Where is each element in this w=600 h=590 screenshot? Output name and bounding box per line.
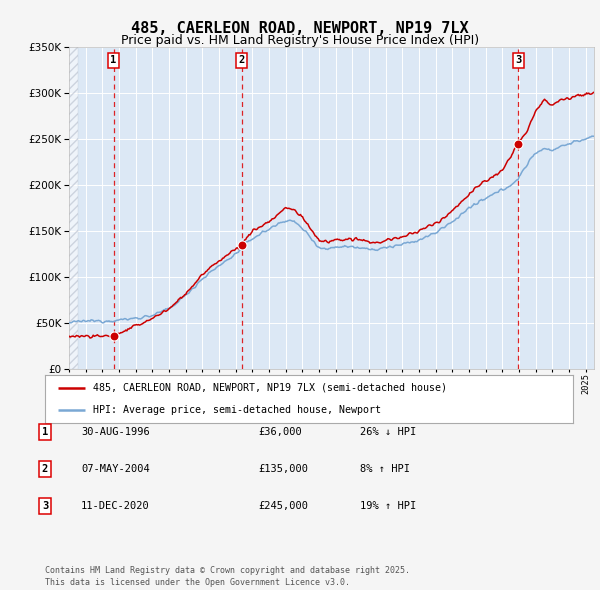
- Text: £135,000: £135,000: [258, 464, 308, 474]
- Text: 2: 2: [42, 464, 48, 474]
- Text: Price paid vs. HM Land Registry's House Price Index (HPI): Price paid vs. HM Land Registry's House …: [121, 34, 479, 47]
- Text: 3: 3: [42, 502, 48, 511]
- Text: 19% ↑ HPI: 19% ↑ HPI: [360, 502, 416, 511]
- Text: 07-MAY-2004: 07-MAY-2004: [81, 464, 150, 474]
- Text: HPI: Average price, semi-detached house, Newport: HPI: Average price, semi-detached house,…: [92, 405, 380, 415]
- Bar: [69, 47, 78, 369]
- Text: 1: 1: [42, 427, 48, 437]
- Text: 485, CAERLEON ROAD, NEWPORT, NP19 7LX: 485, CAERLEON ROAD, NEWPORT, NP19 7LX: [131, 21, 469, 35]
- Text: £36,000: £36,000: [258, 427, 302, 437]
- Text: 1: 1: [110, 55, 116, 65]
- Text: 485, CAERLEON ROAD, NEWPORT, NP19 7LX (semi-detached house): 485, CAERLEON ROAD, NEWPORT, NP19 7LX (s…: [92, 383, 446, 393]
- Text: 3: 3: [515, 55, 521, 65]
- Text: 8% ↑ HPI: 8% ↑ HPI: [360, 464, 410, 474]
- Text: 2: 2: [238, 55, 245, 65]
- Text: 26% ↓ HPI: 26% ↓ HPI: [360, 427, 416, 437]
- Text: 11-DEC-2020: 11-DEC-2020: [81, 502, 150, 511]
- Text: Contains HM Land Registry data © Crown copyright and database right 2025.
This d: Contains HM Land Registry data © Crown c…: [45, 566, 410, 587]
- Text: 30-AUG-1996: 30-AUG-1996: [81, 427, 150, 437]
- Text: £245,000: £245,000: [258, 502, 308, 511]
